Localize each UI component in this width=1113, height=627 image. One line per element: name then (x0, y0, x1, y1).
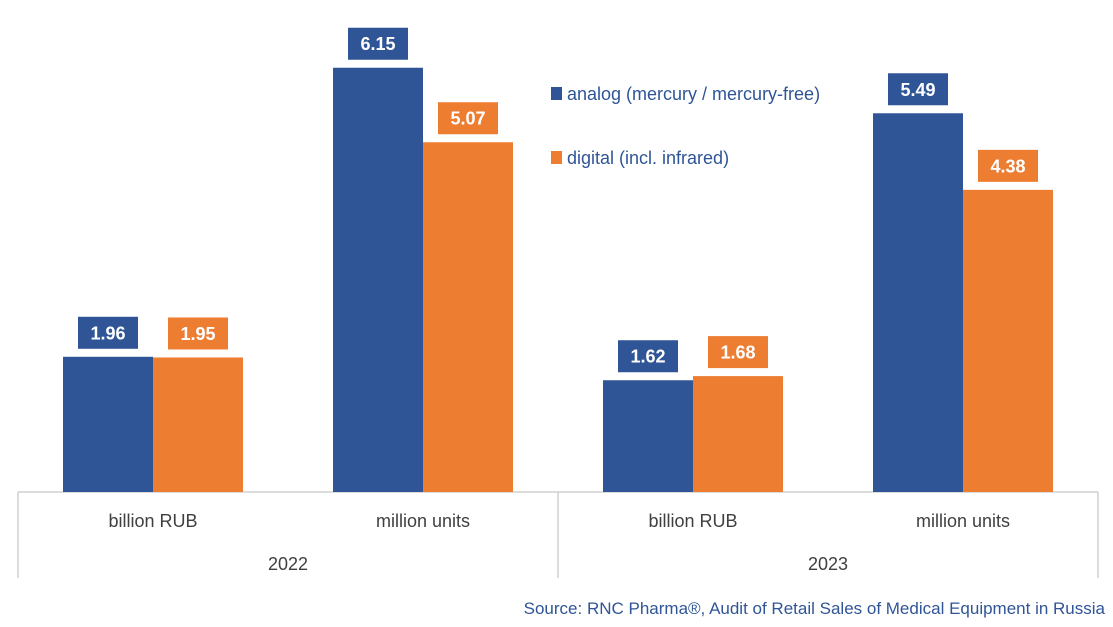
bar (63, 356, 153, 492)
data-label: 6.15 (360, 34, 395, 54)
data-label: 1.62 (630, 347, 665, 367)
bar (963, 189, 1053, 492)
data-label-box (708, 336, 768, 369)
data-label-box (978, 149, 1038, 182)
legend-swatch (551, 151, 562, 164)
category-tick-label: million units (916, 511, 1010, 531)
data-labels-layer: 1.96 1.95 6.15 5.07 1.62 1.68 5.49 4.38 (78, 27, 1038, 373)
group-tick-label: 2022 (268, 554, 308, 574)
data-label: 5.49 (900, 80, 935, 100)
data-label: 1.68 (720, 343, 755, 363)
data-label-box (438, 102, 498, 135)
data-label-box (168, 317, 228, 350)
group-tick-label: 2023 (808, 554, 848, 574)
axis-layer: billion RUB million units 2022 billion RUB m… (17, 491, 1099, 578)
data-label: 4.38 (990, 156, 1025, 176)
category-tick-label: billion RUB (648, 511, 737, 531)
legend-label: digital (incl. infrared) (567, 148, 729, 168)
source-note: Source: RNC Pharma®, Audit of Retail Sal… (524, 599, 1106, 618)
legend: analog (mercury / mercury-free) digital (… (551, 84, 820, 168)
bar (423, 142, 513, 493)
bars-layer (63, 67, 1053, 493)
bar (153, 357, 243, 492)
legend-label: analog (mercury / mercury-free) (567, 84, 820, 104)
category-tick-label: billion RUB (108, 511, 197, 531)
data-label-box (348, 27, 408, 60)
bar (333, 67, 423, 492)
data-label-box (618, 340, 678, 373)
bar (693, 376, 783, 492)
bar (873, 113, 963, 492)
category-tick-label: million units (376, 511, 470, 531)
data-label: 1.96 (90, 323, 125, 343)
legend-swatch (551, 87, 562, 100)
data-label: 1.95 (180, 324, 215, 344)
data-label-box (888, 73, 948, 106)
bar (603, 380, 693, 492)
data-label: 5.07 (450, 109, 485, 129)
data-label-box (78, 316, 138, 349)
